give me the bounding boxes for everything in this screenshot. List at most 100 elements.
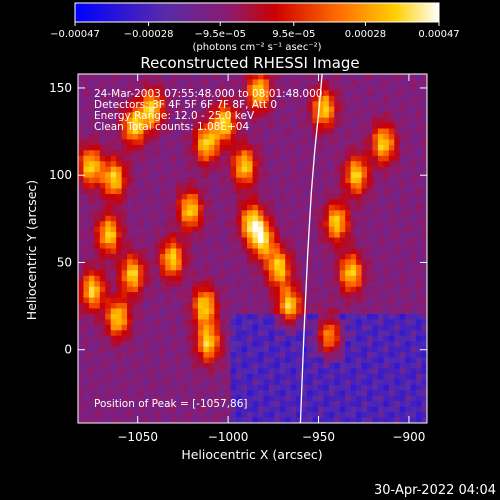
heatmap-cell xyxy=(208,90,215,97)
heatmap-cell xyxy=(127,221,133,228)
heatmap-cell xyxy=(176,188,183,195)
heatmap-cell xyxy=(334,232,341,238)
heatmap-cell xyxy=(274,248,281,255)
heatmap-cell xyxy=(192,248,199,255)
heatmap-cell xyxy=(121,335,128,342)
heatmap-cell xyxy=(252,319,259,326)
heatmap-cell xyxy=(257,139,264,146)
heatmap-cell xyxy=(214,101,221,108)
heatmap-cell xyxy=(394,292,401,298)
heatmap-cell xyxy=(208,166,215,173)
heatmap-cell xyxy=(159,123,166,129)
heatmap-cell xyxy=(236,117,242,124)
heatmap-cell xyxy=(230,166,237,173)
heatmap-cell xyxy=(307,357,313,364)
heatmap-cell xyxy=(137,215,144,222)
heatmap-cell xyxy=(274,204,281,211)
heatmap-cell xyxy=(203,172,210,179)
heatmap-cell xyxy=(159,183,166,189)
heatmap-cell xyxy=(377,166,384,173)
heatmap-cell xyxy=(252,166,259,173)
heatmap-cell xyxy=(410,390,417,397)
heatmap-cell xyxy=(339,363,346,369)
heatmap-cell xyxy=(383,123,390,129)
annotation-detectors: Detectors: 3F 4F 5F 6F 7F 8F, Att 0 xyxy=(94,99,277,111)
heatmap-cell xyxy=(405,84,412,91)
heatmap-cell xyxy=(247,324,253,331)
heatmap-cell xyxy=(361,193,368,200)
heatmap-cell xyxy=(274,215,281,222)
heatmap-cell xyxy=(307,188,313,195)
heatmap-cell xyxy=(165,286,172,293)
heatmap-cell xyxy=(176,106,183,113)
heatmap-cell xyxy=(410,84,417,91)
heatmap-cell xyxy=(268,368,275,375)
heatmap-cell xyxy=(225,106,232,113)
heatmap-cell xyxy=(296,335,302,342)
heatmap-cell xyxy=(83,341,90,348)
heatmap-cell xyxy=(345,133,352,140)
heatmap-cell xyxy=(197,79,204,86)
heatmap-cell xyxy=(230,172,237,179)
heatmap-cell xyxy=(290,112,297,119)
heatmap-cell xyxy=(350,401,357,408)
heatmap-cell xyxy=(127,133,133,140)
heatmap-cell xyxy=(165,275,172,282)
heatmap-cell xyxy=(317,166,324,173)
heatmap-cell xyxy=(116,384,123,391)
heatmap-cell xyxy=(143,133,150,140)
heatmap-cell xyxy=(301,210,308,217)
heatmap-cell xyxy=(137,341,144,348)
heatmap-cell xyxy=(110,341,117,348)
heatmap-cell xyxy=(372,352,379,358)
heatmap-cell xyxy=(94,335,101,342)
heatmap-cell xyxy=(132,112,139,119)
heatmap-cell xyxy=(105,275,112,282)
heatmap-cell xyxy=(99,133,106,140)
heatmap-cell xyxy=(312,177,319,184)
heatmap-cell xyxy=(132,390,139,397)
heatmap-cell xyxy=(88,373,95,380)
heatmap-cell xyxy=(367,199,373,206)
heatmap-cell xyxy=(252,341,259,348)
heatmap-cell xyxy=(78,292,84,298)
heatmap-cell xyxy=(214,303,221,309)
heatmap-cell xyxy=(78,112,84,119)
heatmap-cell xyxy=(307,352,313,358)
heatmap-cell xyxy=(279,193,286,200)
heatmap-cell xyxy=(285,193,292,200)
heatmap-cell xyxy=(137,90,144,97)
heatmap-cell xyxy=(257,183,264,189)
heatmap-cell xyxy=(176,204,183,211)
heatmap-cell xyxy=(388,188,395,195)
heatmap-cell xyxy=(257,90,264,97)
heatmap-cell xyxy=(285,74,292,80)
heatmap-cell xyxy=(350,84,357,91)
heatmap-cell xyxy=(268,193,275,200)
heatmap-cell xyxy=(116,303,123,309)
heatmap-cell xyxy=(241,199,248,206)
heatmap-cell xyxy=(219,215,226,222)
heatmap-cell xyxy=(307,117,313,124)
heatmap-cell xyxy=(247,412,253,418)
heatmap-cell xyxy=(176,123,183,129)
heatmap-cell xyxy=(388,384,395,391)
heatmap-cell xyxy=(399,161,406,168)
heatmap-cell xyxy=(208,226,215,233)
heatmap-cell xyxy=(421,286,427,293)
heatmap-cell xyxy=(127,319,133,326)
heatmap-cell xyxy=(132,243,139,249)
heatmap-cell xyxy=(121,133,128,140)
heatmap-cell xyxy=(148,368,155,375)
heatmap-cell xyxy=(361,117,368,124)
heatmap-cell xyxy=(296,237,302,244)
heatmap-cell xyxy=(383,95,390,102)
heatmap-cell xyxy=(132,84,139,91)
heatmap-cell xyxy=(350,199,357,206)
heatmap-cell xyxy=(121,243,128,249)
heatmap-cell xyxy=(377,95,384,102)
heatmap-cell xyxy=(268,128,275,135)
heatmap-cell xyxy=(377,417,384,423)
heatmap-cell xyxy=(225,155,232,162)
heatmap-cell xyxy=(328,281,335,288)
